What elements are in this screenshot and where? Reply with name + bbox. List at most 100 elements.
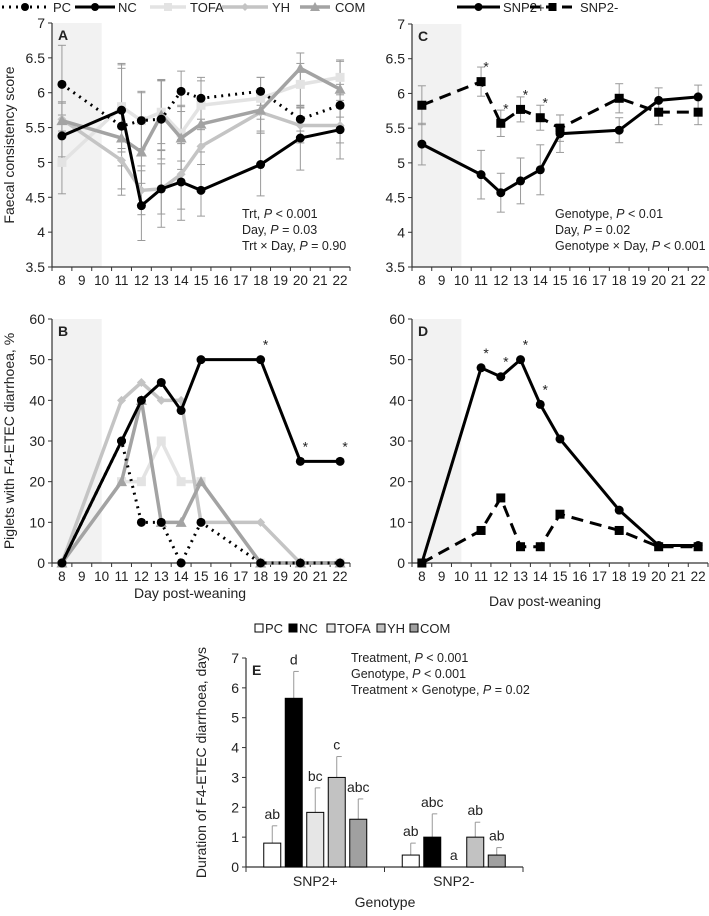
x-tick-label: 9 (438, 273, 446, 288)
y-tick-label: 3 (231, 769, 239, 785)
x-tick-label: 13 (513, 273, 528, 288)
y-tick-label: 0 (37, 555, 45, 571)
data-point-SNP2+ (693, 541, 703, 551)
legend-swatch-TOFA (326, 623, 336, 633)
data-point-PC (196, 517, 206, 527)
legend-label: COM (420, 621, 450, 636)
legend-label: NC (118, 0, 137, 15)
x-tick-label: 20 (651, 273, 666, 288)
y-tick-label: 3.5 (386, 259, 406, 275)
panel-letter: C (418, 28, 428, 44)
data-point-NC (117, 436, 127, 446)
data-point-SNP2- (496, 493, 506, 503)
x-tick-label: 17 (592, 273, 607, 288)
x-tick-label: 12 (493, 569, 508, 584)
legend-label: TOFA (190, 0, 224, 15)
data-point-PC (156, 114, 166, 124)
significance-letter: abc (347, 779, 370, 795)
x-tick-label: 15 (552, 273, 567, 288)
data-point-TOFA (256, 93, 266, 103)
data-point-COM (294, 62, 306, 73)
x-axis-title: Day post-weaning (134, 585, 246, 601)
stat-annotation: Treatment, P < 0.001 (351, 651, 468, 665)
stat-text-part: P (414, 651, 423, 665)
legend-label: PC (265, 621, 283, 636)
data-point-SNP2- (654, 107, 664, 117)
x-tick-label: 22 (691, 273, 706, 288)
data-point-NC (256, 355, 266, 365)
x-tick-label: 21 (313, 569, 328, 584)
data-point-SNP2+ (654, 95, 664, 105)
panel-C: 3.5 4 4.5 5 5.5 6 6.5 7C Genotype, P < 0.01 Day, … (386, 16, 709, 288)
legend-genotype: SNP2+ SNP2- (457, 0, 618, 15)
data-point-YH (176, 169, 186, 179)
data-point-NC (256, 160, 266, 170)
significance-star: * (483, 345, 489, 361)
significance-star: * (342, 438, 348, 454)
y-tick-label: 7 (37, 15, 45, 31)
y-tick-label: 3.5 (26, 259, 46, 275)
data-point-NC (136, 395, 146, 405)
stat-text-part: P (270, 223, 279, 237)
stat-text-part: Day, (242, 223, 270, 237)
x-tick-label: 12 (134, 569, 149, 584)
x-tick-label: 16 (572, 569, 587, 584)
data-point-SNP2+ (535, 165, 545, 175)
significance-star: * (523, 86, 529, 102)
data-point-PC (295, 558, 305, 568)
data-point-TOFA (156, 436, 166, 446)
series-line-PC (60, 436, 341, 567)
x-tick-label: 16 (213, 273, 228, 288)
legend-marker-TOFA (164, 3, 172, 11)
data-point-PC (176, 558, 186, 568)
stat-text-part: Treatment, (351, 651, 414, 665)
series-line-SNP2- (421, 494, 699, 565)
significance-star: * (543, 381, 549, 397)
legend-treatment-bars: PC NC TOFA YH COM (254, 621, 450, 636)
significance-letter: c (333, 737, 340, 753)
legend-marker-SNP2+ (474, 3, 483, 11)
data-point-TOFA (57, 157, 67, 167)
data-point-SNP2+ (516, 176, 526, 186)
stat-annotation: Trt × Day, P = 0.90 (242, 239, 346, 253)
stat-text-part: Genotype, (351, 667, 412, 681)
data-point-SNP2- (614, 93, 624, 103)
data-point-YH (136, 377, 146, 387)
y-tick-label: 40 (389, 392, 405, 408)
panel-A: 3.5 4 4.5 5 5.5 6 6.5 7 Faecal consistency score… (1, 15, 351, 288)
x-tick-label: 21 (671, 569, 686, 584)
y-tick-label: 7 (397, 16, 405, 32)
y-tick-label: 50 (389, 352, 405, 368)
x-tick-label: 10 (454, 569, 469, 584)
x-tick-label: 16 (572, 273, 587, 288)
stat-text-part: = 0.02 (491, 683, 530, 697)
x-tick-label: 14 (533, 273, 549, 288)
x-tick-label: 10 (454, 273, 469, 288)
stat-text-part: P (652, 239, 661, 253)
significance-letter: a (450, 847, 458, 863)
x-tick-label: 15 (552, 569, 567, 584)
legend-label: TOFA (337, 621, 371, 636)
data-point-NC (335, 125, 345, 135)
data-point-SNP2- (555, 509, 565, 519)
data-point-NC (57, 131, 67, 141)
stat-text-part: Genotype × Day, (555, 239, 652, 253)
data-point-TOFA (335, 72, 345, 82)
x-tick-label: 20 (293, 569, 308, 584)
bar-PC-SNP2- (401, 854, 420, 868)
y-tick-label: 20 (29, 474, 45, 490)
x-tick-label: 14 (174, 273, 190, 288)
x-tick-label: 15 (193, 569, 208, 584)
data-point-SNP2+ (496, 372, 506, 382)
stat-text-part: = 0.02 (592, 223, 631, 237)
y-tick-label: 20 (389, 474, 405, 490)
x-tick-label: 15 (193, 273, 208, 288)
bar-YH-SNP2- (466, 836, 485, 868)
stat-text-part: < 0.01 (625, 207, 664, 221)
legend-label: SNP2+ (503, 0, 545, 15)
x-tick-label: 13 (154, 273, 169, 288)
stat-text-part: P (616, 207, 625, 221)
y-tick-label: 6.5 (386, 51, 406, 67)
x-tick-label: 10 (94, 569, 109, 584)
legend-label: COM (335, 0, 365, 15)
